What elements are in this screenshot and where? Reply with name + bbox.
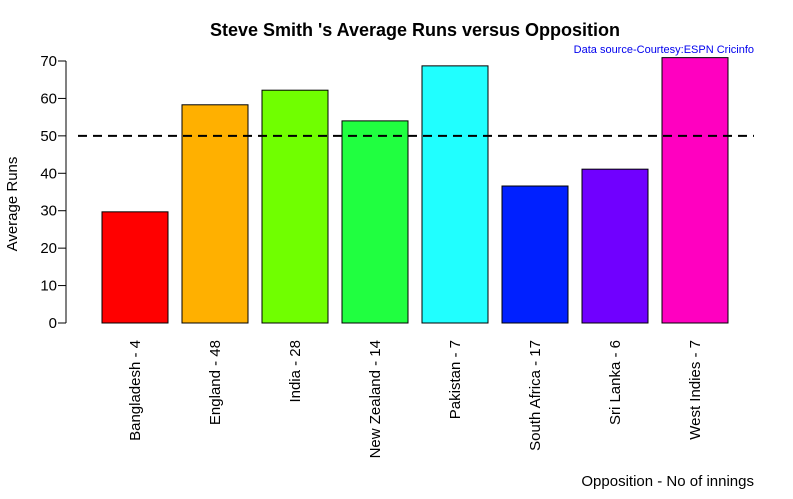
- bar: [421, 65, 489, 324]
- y-tick-label: 40: [40, 165, 57, 182]
- bars-group: [101, 57, 729, 324]
- category-labels: Bangladesh - 4 England - 48 India - 28 New …: [127, 340, 704, 458]
- bar: [181, 104, 249, 324]
- bar: [261, 89, 329, 324]
- x-category-label: Pakistan - 7: [447, 340, 464, 419]
- data-source-note: Data source-Courtesy:ESPN Cricinfo: [574, 44, 754, 56]
- bar: [581, 168, 649, 324]
- bar: [661, 57, 729, 324]
- x-axis-label: Opposition - No of innings: [581, 473, 754, 490]
- x-category-label: South Africa - 17: [527, 340, 544, 451]
- x-category-label: Sri Lanka - 6: [607, 340, 624, 425]
- y-tick-label: 60: [40, 90, 57, 107]
- bar: [341, 120, 409, 324]
- y-tick-label: 30: [40, 203, 57, 220]
- y-axis-label: Average Runs: [4, 157, 21, 252]
- y-tick-label: 20: [40, 240, 57, 257]
- x-category-label: England - 48: [207, 340, 224, 425]
- y-tick-label: 10: [40, 278, 57, 295]
- y-tick-label: 0: [49, 315, 57, 332]
- y-tick-label: 70: [40, 53, 57, 70]
- chart-title: Steve Smith 's Average Runs versus Oppos…: [210, 20, 620, 40]
- y-axis: 0 10 20 30 40 50 60 70: [40, 53, 67, 332]
- x-category-label: New Zealand - 14: [367, 340, 384, 458]
- x-category-label: Bangladesh - 4: [127, 340, 144, 441]
- bar: [501, 185, 569, 324]
- bar: [101, 211, 169, 324]
- x-category-label: India - 28: [287, 340, 304, 403]
- y-tick-label: 50: [40, 128, 57, 145]
- x-category-label: West Indies - 7: [687, 340, 704, 440]
